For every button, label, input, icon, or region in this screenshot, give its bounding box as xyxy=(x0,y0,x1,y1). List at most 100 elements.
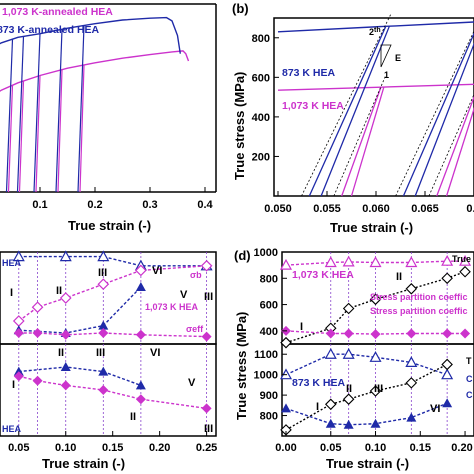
panel-c-top-filled-dia-0 xyxy=(13,327,24,338)
panel-c-top-open-dia-4 xyxy=(135,264,147,277)
panel-b-series-0-line xyxy=(277,21,474,33)
panel-d-bot-filled-tri-4 xyxy=(406,412,417,422)
panel-b-xtick-label-3: 0.065 xyxy=(411,203,439,215)
panel-b-legend-1073: 1,073 K HEA xyxy=(282,100,344,112)
panel-b-xtick-label-1: 0.055 xyxy=(313,203,341,215)
panel-c-top-region-2: III xyxy=(98,267,107,279)
panel-d-top-open-tri-5 xyxy=(441,254,454,266)
panel-b-ytick-label-0: 200 xyxy=(252,151,270,163)
panel-d-bot-open-dia-3 xyxy=(369,385,382,397)
panel-d-top-open-dia-5 xyxy=(441,272,453,285)
panel-c-top-open-tri-0 xyxy=(12,250,25,262)
panel-c-bot-region-1: II xyxy=(58,347,64,359)
panel-c-top-open-tri-2 xyxy=(97,250,110,262)
panel-d-bot-odia-line xyxy=(285,363,448,431)
panel-c-bot-region-5: II xyxy=(130,411,136,423)
panel-b-loop-reload-2 xyxy=(350,87,385,197)
panel-b-xlabel: True strain (-) xyxy=(330,220,413,235)
panel-d-xtick-label-2: 0.10 xyxy=(365,442,386,454)
panel-a-xtick-label-2: 0.2 xyxy=(87,199,102,211)
panel-d-bot-ftri-line xyxy=(285,402,448,426)
panel-c-bot-dia-3 xyxy=(98,385,109,395)
panel-c-bottom-frame xyxy=(0,343,217,437)
panel-d-top-open-dia-6 xyxy=(459,265,471,278)
panel-d-bot-open-dia-4 xyxy=(405,377,418,389)
panel-c-xtick-label-0: 0.05 xyxy=(8,442,29,454)
panel-d-bot-filled-tri-5 xyxy=(442,398,453,408)
panel-c-xtick-label-1: 0.10 xyxy=(55,442,76,454)
panel-c-bot-region-4: V xyxy=(188,377,196,389)
panel-d-label: (d) xyxy=(234,248,251,263)
panel-b-loop-unload-2 xyxy=(341,87,382,197)
panel-a-unload-0-3 xyxy=(57,69,63,193)
panel-d-bottom-label: 873 K HEA xyxy=(292,377,346,389)
panel-d-bot-ytick-label-3: 1100 xyxy=(254,349,278,361)
panel-a-unload-1-3 xyxy=(55,29,63,193)
panel-d-top-open-dia-3 xyxy=(369,293,382,306)
panel-b-xtick-label-4: 0.0 xyxy=(466,203,474,215)
panel-c-top-filled-tri-3 xyxy=(135,281,146,291)
panel-d-bot-open-tri-2 xyxy=(342,347,355,359)
panel-c-top-open-tri-1 xyxy=(59,250,72,262)
panel-c-ticks: 0.05 0.10 0.15 0.20 0.25 xyxy=(8,431,217,454)
panel-d-top-open-dia-2 xyxy=(342,302,355,315)
panel-a-unload-0-4 xyxy=(79,64,85,193)
panel-d-bot-filled-tri-2 xyxy=(343,419,354,429)
panel-d-top-filled-dia-4 xyxy=(406,328,417,339)
panel-d-top-open-tri-0 xyxy=(279,258,293,270)
panel-a-unload-1-4 xyxy=(77,25,85,193)
panel-d-xlabel: True strain (-) xyxy=(326,456,409,471)
panel-c-bot-tri-2 xyxy=(98,366,109,376)
panel-a-unload-0-0 xyxy=(7,85,14,193)
panel-b-loop-reload-0 xyxy=(320,26,390,197)
panel-c-top-filled-tri-2 xyxy=(98,320,109,330)
panel-d-bot-open-dia-1 xyxy=(324,398,337,411)
panel-c-xtick-label-3: 0.20 xyxy=(149,442,170,454)
panel-a-marks xyxy=(0,16,190,193)
panel-c-bot-region-3: VI xyxy=(150,347,160,359)
panel-d-bot-open-tri-4 xyxy=(405,356,418,367)
panel-d-partition-1: Stress partition coeffic xyxy=(370,292,468,302)
panel-b-loop-fit-3 xyxy=(428,93,474,197)
panel-c-top-1073-label: 1,073 K HEA xyxy=(145,302,199,312)
panel-d-top-label: 1,073 K HEA xyxy=(292,269,354,281)
panel-c-top-filled-dia-1 xyxy=(32,327,43,338)
panel-c-bot-dia-1 xyxy=(32,375,43,386)
panel-c-bottom-hea-label: HEA xyxy=(2,424,22,434)
panel-c-bot-region-2: III xyxy=(96,347,105,359)
panel-d-xtick-label-3: 0.15 xyxy=(410,442,431,454)
panel-a-unload-1-0 xyxy=(5,39,14,193)
panel-d-top-open-tri-2 xyxy=(342,255,355,267)
panel-d-bot-filled-tri-1 xyxy=(325,418,336,428)
panel-a-unload-0-1 xyxy=(18,80,25,193)
panel-b-ytick-label-2: 600 xyxy=(252,72,270,84)
panel-b-slope-triangle xyxy=(380,44,392,68)
panel-d-bot-open-dia-2 xyxy=(342,393,355,405)
panel-d-xtick-label-4: 0.20 xyxy=(451,442,472,454)
panel-c-top-region-4: V xyxy=(180,289,188,301)
panel-c-bot-tri-1 xyxy=(60,362,71,371)
panel-d-bot-ytick-label-0: 800 xyxy=(260,411,278,423)
panel-b-loop-unload-0 xyxy=(308,26,387,197)
panel-b-series-1-line xyxy=(277,83,474,91)
panel-d-top-filled-dia-1 xyxy=(325,328,336,339)
panel-d-legend-c1: C xyxy=(466,374,473,384)
panel-d-bot-region-1: II xyxy=(346,383,352,395)
panel-c-bot-dia-0 xyxy=(13,371,24,382)
panel-a-xtick-label-4: 0.4 xyxy=(197,199,213,211)
panel-c-top-region-0: I xyxy=(10,287,13,299)
panel-c-top-region-5: III xyxy=(204,291,213,303)
panel-d-bot-filled-tri-3 xyxy=(370,418,381,428)
panel-c-top-region-3: VI xyxy=(152,265,162,277)
panel-c-bot-region-0: I xyxy=(12,379,15,391)
panel-a-xtick-label-1: 0.1 xyxy=(32,199,47,211)
panel-b-xtick-label-2: 0.060 xyxy=(362,203,390,215)
panel-d-bot-open-dia-5 xyxy=(441,358,453,371)
panel-c-top-region-1: II xyxy=(56,285,62,297)
panel-d-bot-region-0: I xyxy=(316,401,319,413)
panel-b-loop-reload-3 xyxy=(445,106,474,197)
